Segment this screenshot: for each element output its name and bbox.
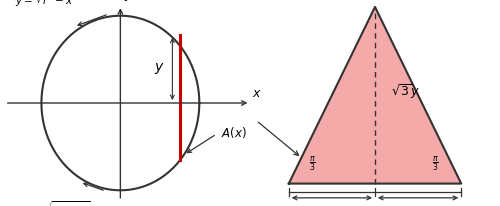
Text: $y$: $y$	[412, 204, 424, 206]
Text: $y$: $y$	[154, 61, 164, 76]
Polygon shape	[289, 7, 461, 184]
Text: $\sqrt{3}y$: $\sqrt{3}y$	[390, 82, 419, 101]
Text: $\frac{\pi}{3}$: $\frac{\pi}{3}$	[310, 154, 316, 173]
Text: $y = \sqrt{r^2 - x^2}$: $y = \sqrt{r^2 - x^2}$	[16, 0, 81, 9]
Text: $\frac{\pi}{3}$: $\frac{\pi}{3}$	[432, 154, 439, 173]
Text: $x$: $x$	[252, 87, 262, 99]
Text: $A(x)$: $A(x)$	[220, 125, 246, 140]
Text: $y$: $y$	[326, 204, 338, 206]
Text: $y = -\sqrt{r^2 - x^2}$: $y = -\sqrt{r^2 - x^2}$	[12, 199, 90, 206]
Text: $y$: $y$	[124, 0, 134, 4]
